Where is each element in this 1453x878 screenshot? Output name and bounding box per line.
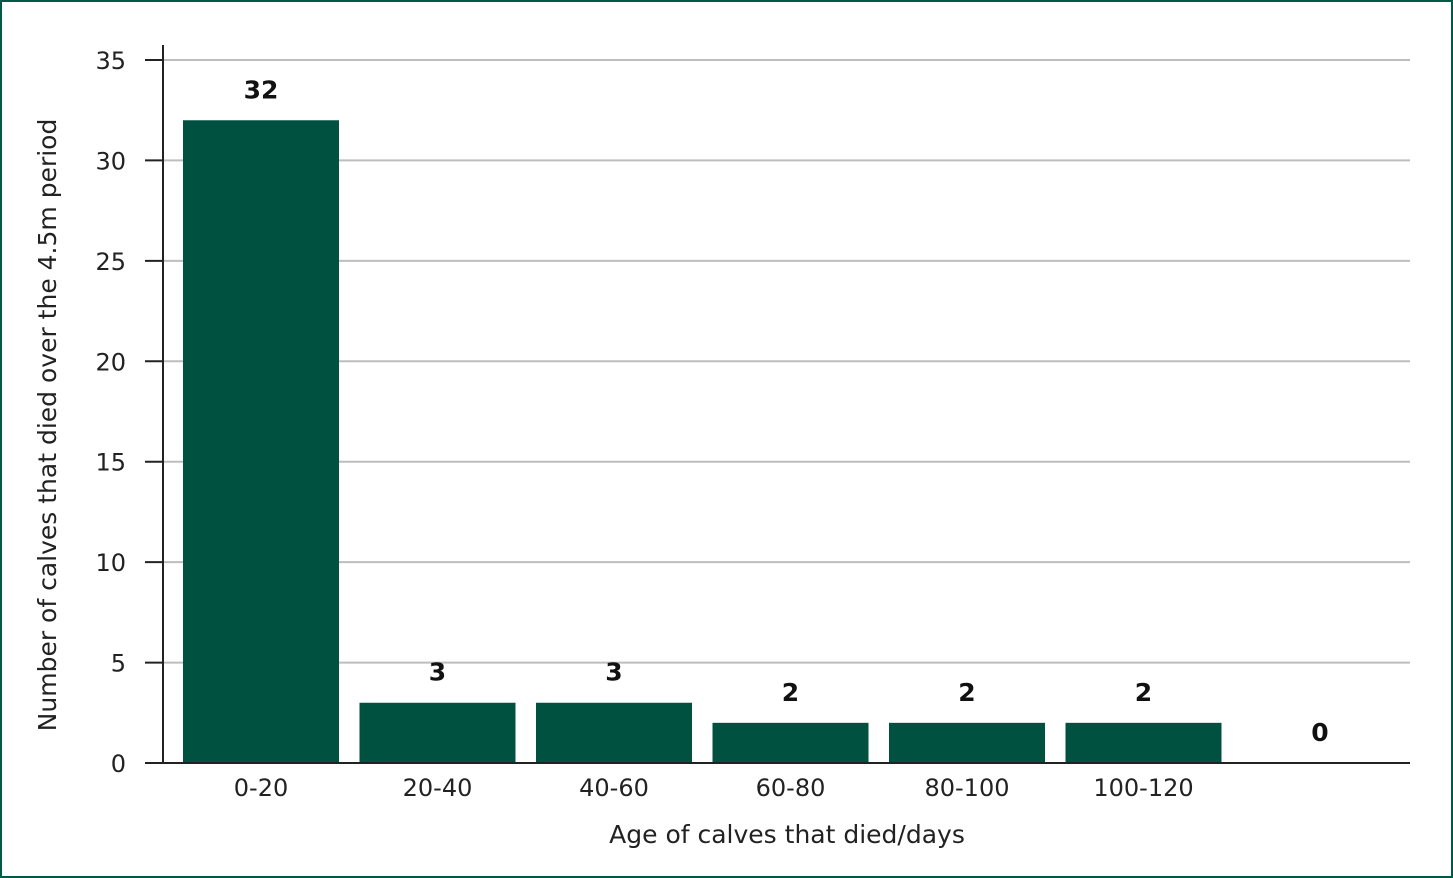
bars	[183, 120, 1222, 763]
y-tick-label: 30	[95, 147, 126, 175]
x-axis-title: Age of calves that died/days	[609, 820, 965, 849]
bar	[536, 702, 692, 763]
data-label: 3	[429, 658, 446, 687]
bar	[712, 722, 869, 763]
y-axis-title: Number of calves that died over the 4.5m…	[33, 119, 62, 732]
bar	[183, 120, 339, 763]
data-label: 2	[1135, 678, 1152, 707]
data-label: 2	[782, 678, 799, 707]
x-tick-label: 60-80	[756, 774, 826, 802]
x-tick-label: 80-100	[924, 774, 1009, 802]
data-label: 2	[958, 678, 975, 707]
y-tick-label: 5	[111, 650, 126, 678]
x-tick-label: 100-120	[1093, 774, 1193, 802]
y-tick-label: 35	[95, 47, 126, 75]
x-tick-label: 20-40	[403, 774, 473, 802]
bar	[359, 702, 516, 763]
x-tick-label: 0-20	[234, 774, 288, 802]
y-tick-label: 20	[95, 348, 126, 376]
x-tick-label: 40-60	[579, 774, 649, 802]
data-labels: 323 32 2 20	[244, 75, 1329, 747]
data-label: 3	[605, 658, 622, 687]
y-tick-label: 10	[95, 549, 126, 577]
y-tick-labels: 0 5 10 15 20 25 30 35	[95, 47, 163, 778]
data-label: 0	[1311, 718, 1328, 747]
data-label: 32	[244, 75, 279, 104]
x-tick-labels: 0-20 20-40 40-60 60-80 80-100 100-120	[234, 774, 1194, 802]
y-tick-label: 0	[111, 750, 126, 778]
y-tick-label: 15	[95, 449, 126, 477]
bar	[1065, 722, 1222, 763]
bar	[889, 722, 1045, 763]
gridlines	[163, 59, 1410, 664]
y-tick-label: 25	[95, 248, 126, 276]
